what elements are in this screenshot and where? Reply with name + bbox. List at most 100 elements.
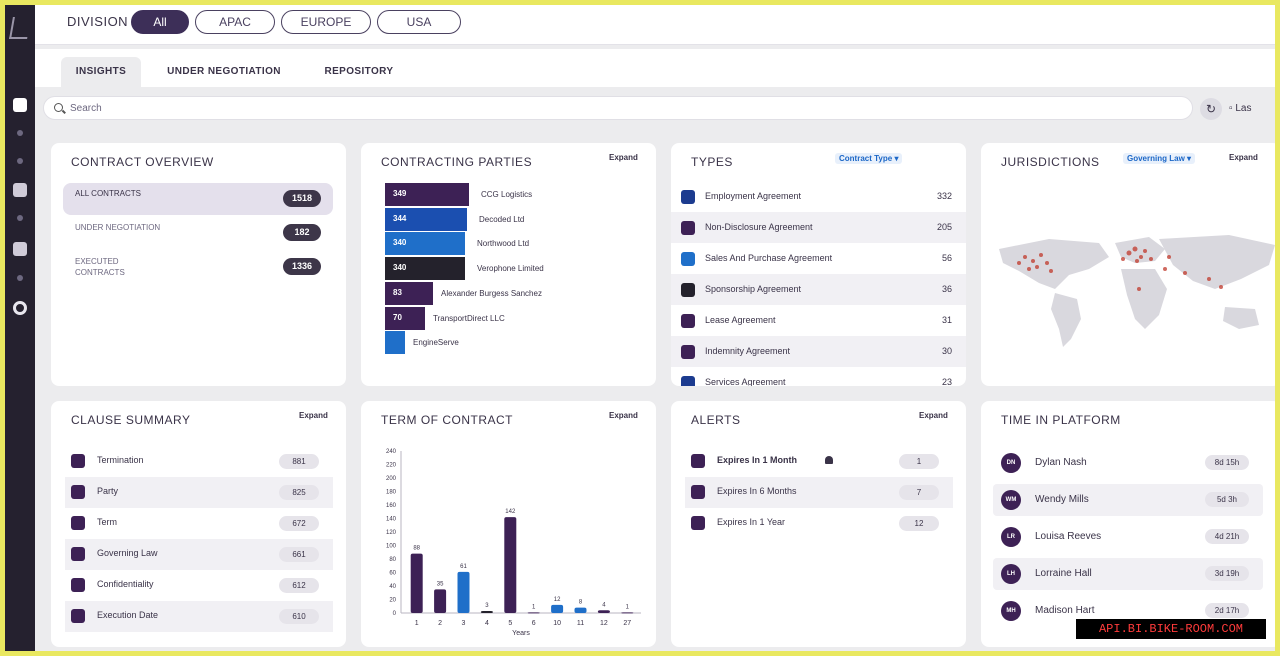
clause-name: Term	[97, 517, 117, 527]
y-tick-label: 240	[386, 449, 397, 455]
type-count: 36	[941, 284, 952, 294]
tab-insights[interactable]: INSIGHTS	[61, 57, 141, 87]
party-value: 83	[393, 287, 402, 297]
term-bar[interactable]	[551, 604, 564, 613]
chat-icon[interactable]	[13, 183, 27, 197]
alert-name: Expires In 1 Month	[717, 455, 798, 465]
tab-repository[interactable]: REPOSITORY	[324, 66, 394, 77]
clause-count: 612	[279, 578, 319, 593]
chevron-down-icon: ▾	[1187, 154, 1192, 163]
clause-row[interactable]: Termination 881	[65, 446, 333, 477]
governing-law-select[interactable]: Governing Law ▾	[1123, 153, 1196, 164]
document-icon[interactable]	[13, 242, 27, 256]
type-row[interactable]: Sales And Purchase Agreement 56	[671, 243, 966, 274]
card-title: CONTRACT OVERVIEW	[71, 155, 214, 169]
nav-dot-icon[interactable]	[17, 215, 23, 221]
last-updated-button[interactable]: ▫ Las	[1229, 98, 1275, 120]
nav-dot-icon[interactable]	[17, 275, 23, 281]
clause-count: 610	[279, 609, 319, 624]
party-bar[interactable]: 344	[385, 207, 467, 231]
division-pill-europe[interactable]: EUROPE	[281, 10, 371, 34]
expand-link[interactable]: Expand	[299, 411, 328, 420]
tab-under-negotiation[interactable]: UNDER NEGOTIATION	[167, 66, 281, 77]
term-bar[interactable]	[574, 607, 587, 613]
platform-row[interactable]: WM Wendy Mills 5d 3h	[993, 484, 1263, 516]
term-bar[interactable]	[434, 589, 447, 613]
clause-row[interactable]: Execution Date 610	[65, 601, 333, 632]
bar-value-label: 4	[602, 602, 606, 608]
alert-row[interactable]: Expires In 1 Month 1	[685, 446, 953, 477]
type-row[interactable]: Non-Disclosure Agreement 205	[671, 212, 966, 243]
home-icon[interactable]	[13, 98, 27, 112]
expand-link[interactable]: Expand	[1229, 153, 1258, 162]
nav-dot-icon[interactable]	[17, 158, 23, 164]
type-row[interactable]: Employment Agreement 332	[671, 181, 966, 212]
clause-row[interactable]: Governing Law 661	[65, 539, 333, 570]
clause-name: Execution Date	[97, 610, 159, 620]
overview-count: 1336	[283, 258, 321, 275]
alert-row[interactable]: Expires In 6 Months 7	[685, 477, 953, 508]
avatar: WM	[1001, 490, 1021, 510]
party-bar[interactable]: 83	[385, 281, 433, 305]
term-bar[interactable]	[597, 610, 610, 613]
term-bar[interactable]	[621, 612, 634, 614]
term-bar[interactable]	[457, 571, 470, 613]
clause-row[interactable]: Term 672	[65, 508, 333, 539]
clause-icon	[71, 547, 85, 561]
division-pill-all[interactable]: All	[131, 10, 189, 34]
party-bar[interactable]	[385, 331, 405, 355]
nav-dot-icon[interactable]	[17, 130, 23, 136]
term-bar[interactable]	[504, 517, 517, 613]
platform-row[interactable]: LH Lorraine Hall 3d 19h	[993, 558, 1263, 590]
expand-link[interactable]: Expand	[919, 411, 948, 420]
platform-row[interactable]: DN Dylan Nash 8d 15h	[993, 447, 1263, 479]
x-tick-label: 2	[438, 620, 442, 627]
type-row[interactable]: Indemnity Agreement 30	[671, 336, 966, 367]
type-count: 23	[941, 377, 952, 386]
overview-row-negotiation[interactable]: UNDER NEGOTIATION 182	[63, 217, 333, 249]
refresh-button[interactable]: ↻	[1200, 98, 1222, 120]
world-map[interactable]	[989, 229, 1275, 359]
expand-link[interactable]: Expand	[609, 411, 638, 420]
term-bar[interactable]	[480, 610, 493, 613]
clause-row[interactable]: Confidentiality 612	[65, 570, 333, 601]
term-bar[interactable]	[527, 612, 540, 614]
contract-type-select[interactable]: Contract Type ▾	[835, 153, 903, 164]
card-title: TIME IN PLATFORM	[1001, 413, 1121, 427]
division-pill-usa[interactable]: USA	[377, 10, 461, 34]
user-name: Lorraine Hall	[1035, 568, 1092, 579]
party-bar[interactable]: 340	[385, 257, 465, 281]
overview-row-executed[interactable]: EXECUTED CONTRACTS 1336	[63, 251, 333, 283]
division-pill-apac[interactable]: APAC	[195, 10, 275, 34]
type-row[interactable]: Sponsorship Agreement 36	[671, 274, 966, 305]
party-bar[interactable]: 340	[385, 232, 465, 256]
alert-row[interactable]: Expires In 1 Year 12	[685, 508, 953, 539]
card-title: TERM OF CONTRACT	[381, 413, 513, 427]
type-count: 56	[941, 253, 952, 263]
type-row[interactable]: Services Agreement 23	[671, 367, 966, 386]
party-value: 349	[393, 189, 407, 198]
clause-row[interactable]: Party 825	[65, 477, 333, 508]
type-name: Non-Disclosure Agreement	[705, 222, 813, 232]
alert-name: Expires In 6 Months	[717, 486, 797, 496]
avatar: MH	[1001, 601, 1021, 621]
x-tick-label: 4	[485, 620, 489, 627]
platform-row[interactable]: LR Louisa Reeves 4d 21h	[993, 521, 1263, 553]
party-bar[interactable]: 70	[385, 306, 425, 330]
term-bar[interactable]	[410, 553, 423, 613]
type-row[interactable]: Lease Agreement 31	[671, 305, 966, 336]
clause-icon	[71, 609, 85, 623]
expand-link[interactable]: Expand	[609, 153, 638, 162]
search-input[interactable]	[70, 99, 1170, 117]
settings-icon[interactable]	[13, 301, 27, 315]
type-color-icon	[681, 190, 695, 204]
clause-name: Termination	[97, 455, 144, 465]
overview-row-all[interactable]: ALL CONTRACTS 1518	[63, 183, 333, 215]
party-value: 340	[393, 238, 407, 248]
bell-icon	[825, 456, 833, 464]
user-name: Dylan Nash	[1035, 457, 1087, 468]
calendar-icon: ▫	[1229, 103, 1233, 114]
bar-value-label: 3	[485, 603, 489, 609]
party-bar[interactable]: 349	[385, 183, 469, 206]
platform-row[interactable]: MH Madison Hart 2d 17h	[993, 595, 1263, 627]
